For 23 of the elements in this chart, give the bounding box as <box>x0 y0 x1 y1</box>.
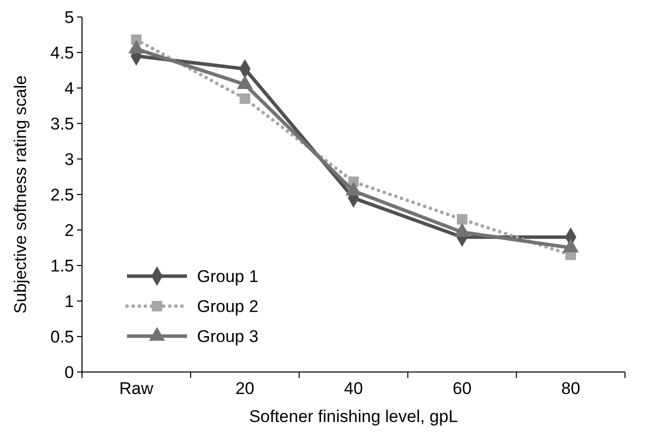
x-tick-label: 80 <box>561 379 580 398</box>
y-tick-label: 2.5 <box>50 185 74 204</box>
y-tick-label: 4.5 <box>50 43 74 62</box>
y-axis-title: Subjective softness rating scale <box>11 75 30 314</box>
point <box>456 214 468 225</box>
point <box>240 93 250 104</box>
legend-label: Group 3 <box>197 327 258 346</box>
x-tick-label: 40 <box>344 379 363 398</box>
y-tick-label: 3.5 <box>50 114 74 134</box>
x-tick-label: 60 <box>452 379 472 398</box>
y-tick-label: 1.5 <box>50 256 74 276</box>
x-axis-title: Softener finishing level, gpL <box>249 407 458 426</box>
x-tick-label: Raw <box>119 379 154 398</box>
y-tick-label: 3 <box>64 150 74 169</box>
x-tick-label: 20 <box>235 379 254 398</box>
y-tick-label: 4 <box>64 78 74 98</box>
legend-label: Group 2 <box>197 297 258 316</box>
y-tick-label: 0.5 <box>50 327 74 346</box>
legend-label: Group 1 <box>197 267 258 286</box>
y-tick-label: 0 <box>64 362 74 382</box>
y-tick-label: 5 <box>64 8 74 27</box>
y-tick-label: 2 <box>64 220 74 240</box>
y-tick-label: 1 <box>64 292 74 311</box>
